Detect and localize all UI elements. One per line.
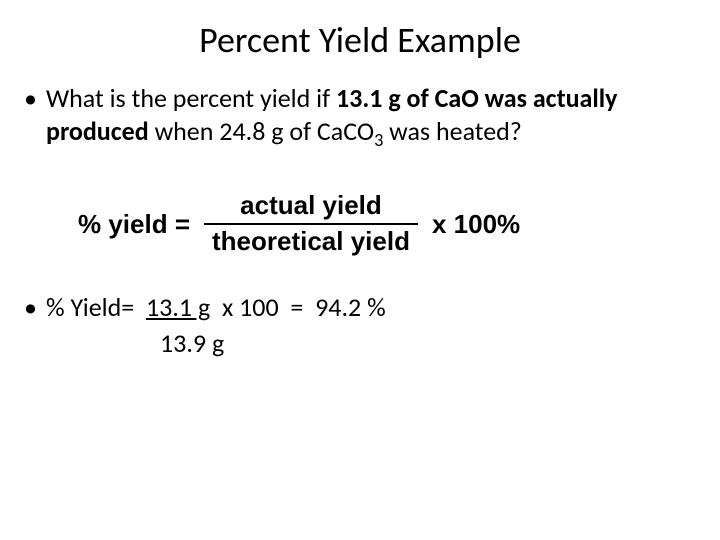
calc-label: % Yield= bbox=[46, 291, 134, 323]
formula-rhs: x 100% bbox=[432, 209, 520, 240]
question-bullet: What is the percent yield if 13.1 g of C… bbox=[24, 82, 696, 151]
calculation-block: % Yield= 13.1 g x 100 = 94.2 % 13.9 g bbox=[0, 291, 720, 359]
formula-denominator: theoretical yield bbox=[204, 223, 418, 257]
calc-numerator: 13.1 g bbox=[146, 291, 210, 323]
formula-fraction: actual yield theoretical yield bbox=[204, 191, 418, 257]
question-prefix: What is the percent yield if bbox=[46, 82, 336, 114]
calc-denominator: 13.9 g bbox=[24, 327, 696, 359]
calc-result: 94.2 % bbox=[315, 291, 386, 323]
formula-equation: % yield = actual yield theoretical yield… bbox=[0, 163, 720, 291]
calc-times: x 100 bbox=[222, 291, 279, 323]
slide-title: Percent Yield Example bbox=[0, 0, 720, 82]
question-mid: when 24.8 g of CaCO bbox=[149, 115, 374, 147]
calc-line-1: % Yield= 13.1 g x 100 = 94.2 % bbox=[24, 291, 696, 323]
formula-numerator: actual yield bbox=[232, 191, 390, 223]
question-suffix: was heated? bbox=[383, 115, 522, 147]
question-subscript: 3 bbox=[374, 129, 383, 151]
content-list: What is the percent yield if 13.1 g of C… bbox=[0, 82, 720, 151]
calc-equals: = bbox=[290, 291, 303, 323]
formula-lhs: % yield = bbox=[78, 209, 190, 240]
